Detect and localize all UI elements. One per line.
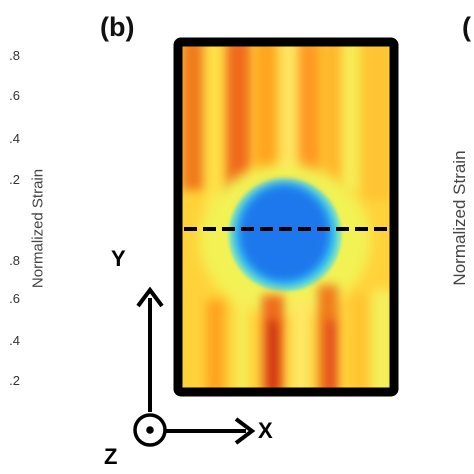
left-tick-upper-2: .4 (9, 131, 20, 146)
left-tick-upper-1: .6 (9, 88, 20, 103)
x-arrowhead (234, 417, 256, 445)
z-axis-dot (146, 426, 154, 434)
left-tick-lower-0: .8 (9, 253, 20, 268)
panel-label: (b) (100, 12, 135, 42)
y-axis-letter: Y (111, 246, 126, 271)
upper-streaks (182, 42, 392, 210)
left-tick-upper-0: .8 (9, 48, 20, 63)
x-axis-letter: X (258, 418, 273, 443)
left-tick-lower-3: .2 (9, 373, 20, 388)
left-tick-upper-3: .2 (9, 172, 20, 187)
right-panel-label-fragment: ( (462, 12, 471, 42)
panel-frame (173, 37, 399, 397)
z-axis-letter: Z (104, 444, 118, 469)
coordinate-axes (133, 286, 256, 447)
inclusion-core (240, 184, 328, 280)
y-arrowhead (136, 286, 164, 308)
left-tick-lower-2: .4 (9, 333, 20, 348)
strain-heatmap (178, 42, 394, 392)
lower-streaks (182, 280, 394, 392)
left-tick-lower-1: .6 (9, 291, 20, 306)
